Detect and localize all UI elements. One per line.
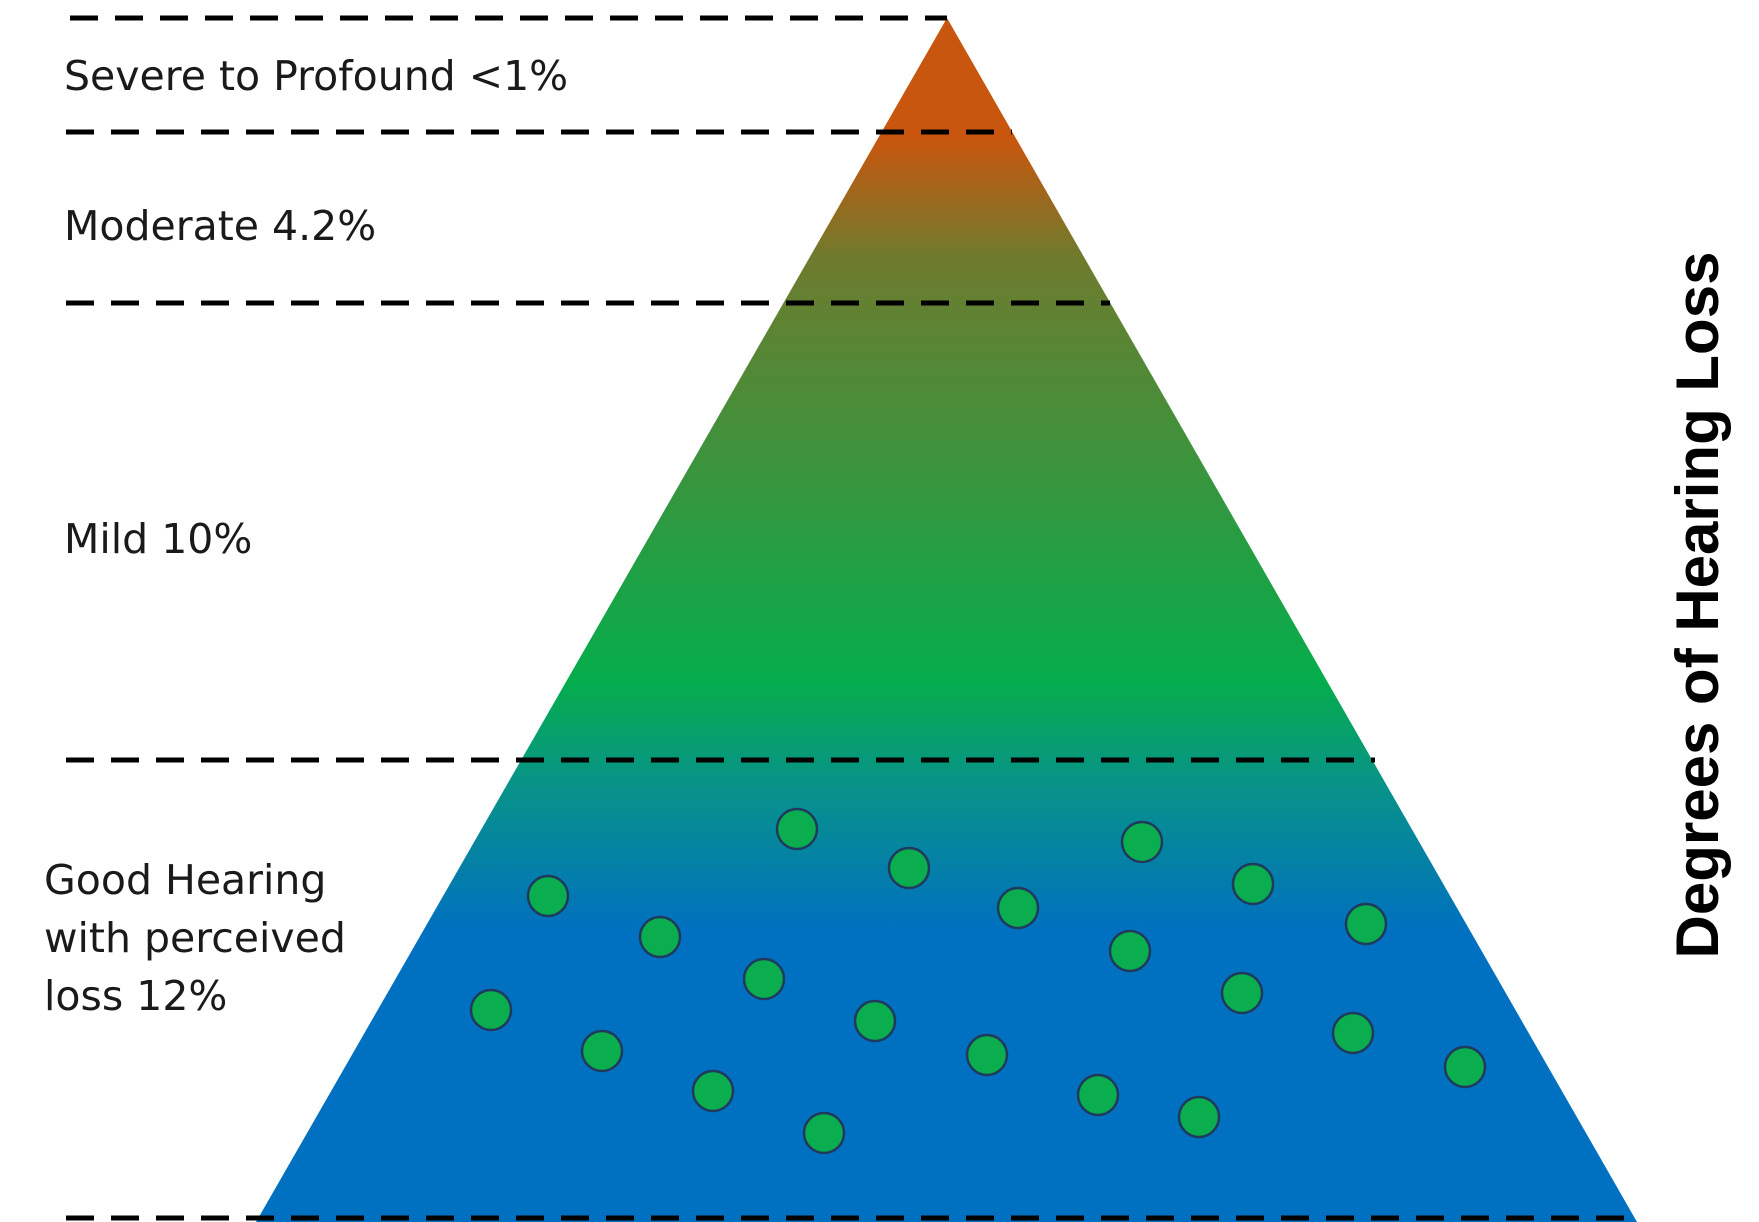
population-dot	[1331, 1011, 1375, 1055]
population-dot	[1120, 820, 1164, 864]
population-dot	[996, 886, 1040, 930]
population-dot	[580, 1029, 624, 1073]
population-dot	[1344, 902, 1388, 946]
tier-label-good-line-3: loss 12%	[44, 972, 227, 1020]
population-dot	[691, 1069, 735, 1113]
population-dot	[1076, 1073, 1120, 1117]
population-dot	[526, 874, 570, 918]
pyramid-shape	[256, 18, 1637, 1222]
tier-label-mild: Mild 10%	[64, 515, 252, 563]
population-dot	[469, 988, 513, 1032]
tier-label-good-line-1: Good Hearing	[44, 856, 326, 904]
tier-label-severe: Severe to Profound <1%	[64, 52, 568, 100]
population-dot	[802, 1111, 846, 1155]
population-dot	[853, 999, 897, 1043]
population-dot	[638, 915, 682, 959]
population-dot	[1177, 1095, 1221, 1139]
tier-label-good-line-2: with perceived	[44, 914, 346, 962]
tier-label-moderate: Moderate 4.2%	[64, 202, 376, 250]
side-title: Degrees of Hearing Loss	[1664, 252, 1731, 959]
population-dot	[775, 807, 819, 851]
population-dot	[887, 846, 931, 890]
population-dot	[1220, 971, 1264, 1015]
population-dot	[742, 957, 786, 1001]
population-dot	[1443, 1045, 1487, 1089]
population-dot	[1108, 929, 1152, 973]
population-dots	[469, 807, 1487, 1155]
population-dot	[965, 1033, 1009, 1077]
population-dot	[1231, 862, 1275, 906]
